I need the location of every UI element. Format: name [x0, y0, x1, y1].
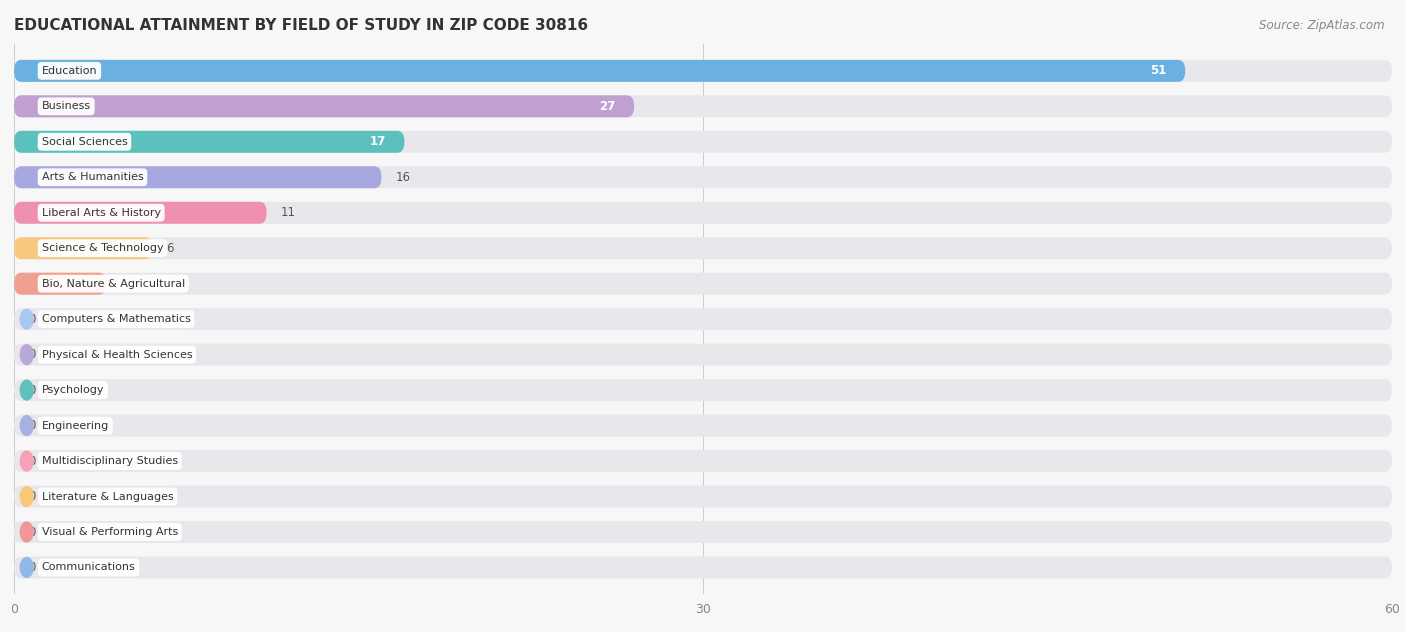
- Circle shape: [20, 203, 34, 222]
- Text: 0: 0: [28, 454, 35, 468]
- Text: Psychology: Psychology: [42, 385, 104, 395]
- Text: Literature & Languages: Literature & Languages: [42, 492, 173, 502]
- Circle shape: [20, 61, 34, 81]
- FancyBboxPatch shape: [14, 485, 1392, 507]
- Text: Communications: Communications: [42, 562, 135, 573]
- FancyBboxPatch shape: [14, 95, 1392, 118]
- Text: Science & Technology: Science & Technology: [42, 243, 163, 253]
- FancyBboxPatch shape: [14, 166, 1392, 188]
- Text: 0: 0: [28, 384, 35, 397]
- Circle shape: [20, 274, 34, 294]
- Text: Physical & Health Sciences: Physical & Health Sciences: [42, 349, 193, 360]
- Text: 0: 0: [28, 348, 35, 361]
- FancyBboxPatch shape: [14, 415, 1392, 437]
- Circle shape: [20, 97, 34, 116]
- Text: Computers & Mathematics: Computers & Mathematics: [42, 314, 190, 324]
- Circle shape: [20, 238, 34, 258]
- Text: 27: 27: [599, 100, 616, 113]
- FancyBboxPatch shape: [14, 237, 152, 259]
- Text: 11: 11: [280, 206, 295, 219]
- Text: 0: 0: [28, 561, 35, 574]
- Text: Multidisciplinary Studies: Multidisciplinary Studies: [42, 456, 177, 466]
- FancyBboxPatch shape: [14, 521, 1392, 543]
- FancyBboxPatch shape: [14, 131, 1392, 153]
- Circle shape: [20, 557, 34, 578]
- Text: Source: ZipAtlas.com: Source: ZipAtlas.com: [1260, 19, 1385, 32]
- Circle shape: [20, 132, 34, 152]
- FancyBboxPatch shape: [14, 344, 1392, 366]
- Text: Bio, Nature & Agricultural: Bio, Nature & Agricultural: [42, 279, 184, 289]
- FancyBboxPatch shape: [14, 95, 634, 118]
- Text: 51: 51: [1150, 64, 1167, 77]
- FancyBboxPatch shape: [14, 379, 1392, 401]
- Circle shape: [20, 167, 34, 187]
- Text: 0: 0: [28, 490, 35, 503]
- Text: 6: 6: [166, 241, 173, 255]
- Text: Arts & Humanities: Arts & Humanities: [42, 173, 143, 182]
- Circle shape: [20, 487, 34, 506]
- Circle shape: [20, 344, 34, 365]
- FancyBboxPatch shape: [14, 131, 405, 153]
- Circle shape: [20, 451, 34, 471]
- FancyBboxPatch shape: [14, 202, 1392, 224]
- FancyBboxPatch shape: [14, 450, 1392, 472]
- FancyBboxPatch shape: [14, 272, 1392, 295]
- Text: Social Sciences: Social Sciences: [42, 137, 128, 147]
- Text: 0: 0: [28, 419, 35, 432]
- Circle shape: [20, 522, 34, 542]
- Text: Engineering: Engineering: [42, 420, 108, 430]
- Text: EDUCATIONAL ATTAINMENT BY FIELD OF STUDY IN ZIP CODE 30816: EDUCATIONAL ATTAINMENT BY FIELD OF STUDY…: [14, 18, 588, 33]
- Circle shape: [20, 380, 34, 400]
- FancyBboxPatch shape: [14, 60, 1185, 82]
- Text: Liberal Arts & History: Liberal Arts & History: [42, 208, 160, 218]
- Text: 17: 17: [370, 135, 387, 149]
- Text: Visual & Performing Arts: Visual & Performing Arts: [42, 527, 179, 537]
- Text: Education: Education: [42, 66, 97, 76]
- FancyBboxPatch shape: [14, 308, 1392, 330]
- Text: 0: 0: [28, 525, 35, 538]
- FancyBboxPatch shape: [14, 202, 267, 224]
- Circle shape: [20, 416, 34, 435]
- Text: 4: 4: [120, 277, 127, 290]
- FancyBboxPatch shape: [14, 166, 381, 188]
- Text: Business: Business: [42, 101, 91, 111]
- FancyBboxPatch shape: [14, 272, 105, 295]
- Circle shape: [20, 309, 34, 329]
- FancyBboxPatch shape: [14, 557, 1392, 578]
- FancyBboxPatch shape: [14, 60, 1392, 82]
- FancyBboxPatch shape: [14, 237, 1392, 259]
- Text: 16: 16: [395, 171, 411, 184]
- Text: 0: 0: [28, 313, 35, 325]
